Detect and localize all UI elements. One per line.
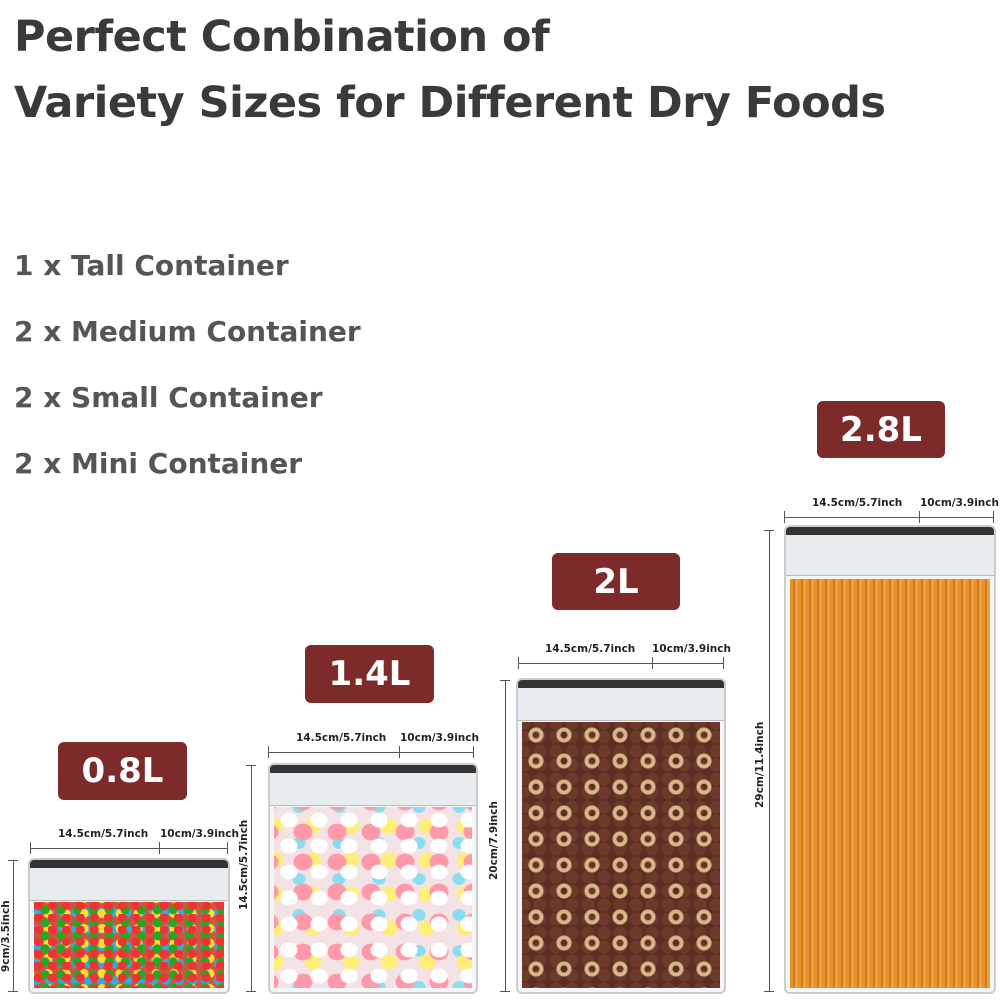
- capacity-badge: 0.8L: [58, 742, 187, 800]
- headline-line-2: Variety Sizes for Different Dry Foods: [14, 78, 886, 128]
- width-dimension: [268, 746, 474, 758]
- width-label: 14.5cm/5.7inch: [296, 732, 387, 744]
- height-dimension: [246, 765, 256, 992]
- width-dimension: [30, 842, 228, 854]
- lid: [30, 860, 228, 901]
- container-medium: [516, 678, 726, 994]
- headline: Perfect Conbination of Variety Sizes for…: [14, 4, 886, 136]
- spaghetti-fill: [790, 579, 990, 988]
- height-dimension: [8, 860, 18, 992]
- container-mini: [28, 858, 230, 994]
- width-dimension: [784, 511, 994, 523]
- lid: [270, 765, 476, 806]
- container-small: [268, 763, 478, 994]
- lid: [518, 680, 724, 721]
- list-item: 1 x Tall Container: [14, 249, 289, 282]
- depth-label: 10cm/3.9inch: [652, 643, 731, 655]
- candy-fill: [34, 902, 224, 988]
- headline-line-1: Perfect Conbination of: [14, 12, 550, 62]
- height-label: 14.5cm/5.7inch: [238, 819, 250, 910]
- height-label: 29cm/11.4inch: [754, 721, 766, 808]
- capacity-badge: 1.4L: [305, 645, 434, 703]
- marshmallow-fill: [274, 807, 472, 988]
- capacity-badge: 2L: [552, 553, 680, 610]
- capacity-badge: 2.8L: [817, 401, 945, 458]
- container-tall: [784, 525, 996, 994]
- width-dimension: [518, 657, 724, 669]
- depth-label: 10cm/3.9inch: [160, 828, 239, 840]
- height-label: 20cm/7.9inch: [488, 801, 500, 880]
- depth-label: 10cm/3.9inch: [920, 497, 999, 509]
- height-label: 9cm/3.5inch: [0, 900, 12, 972]
- contents-list: 1 x Tall Container 2 x Medium Container …: [14, 244, 361, 508]
- list-item: 2 x Mini Container: [14, 447, 303, 480]
- lid: [786, 527, 994, 576]
- height-dimension: [500, 680, 510, 992]
- depth-label: 10cm/3.9inch: [400, 732, 479, 744]
- width-label: 14.5cm/5.7inch: [58, 828, 149, 840]
- width-label: 14.5cm/5.7inch: [545, 643, 636, 655]
- cereal-fill: [522, 722, 720, 988]
- height-dimension: [764, 530, 774, 992]
- width-label: 14.5cm/5.7inch: [812, 497, 903, 509]
- list-item: 2 x Small Container: [14, 381, 323, 414]
- list-item: 2 x Medium Container: [14, 315, 361, 348]
